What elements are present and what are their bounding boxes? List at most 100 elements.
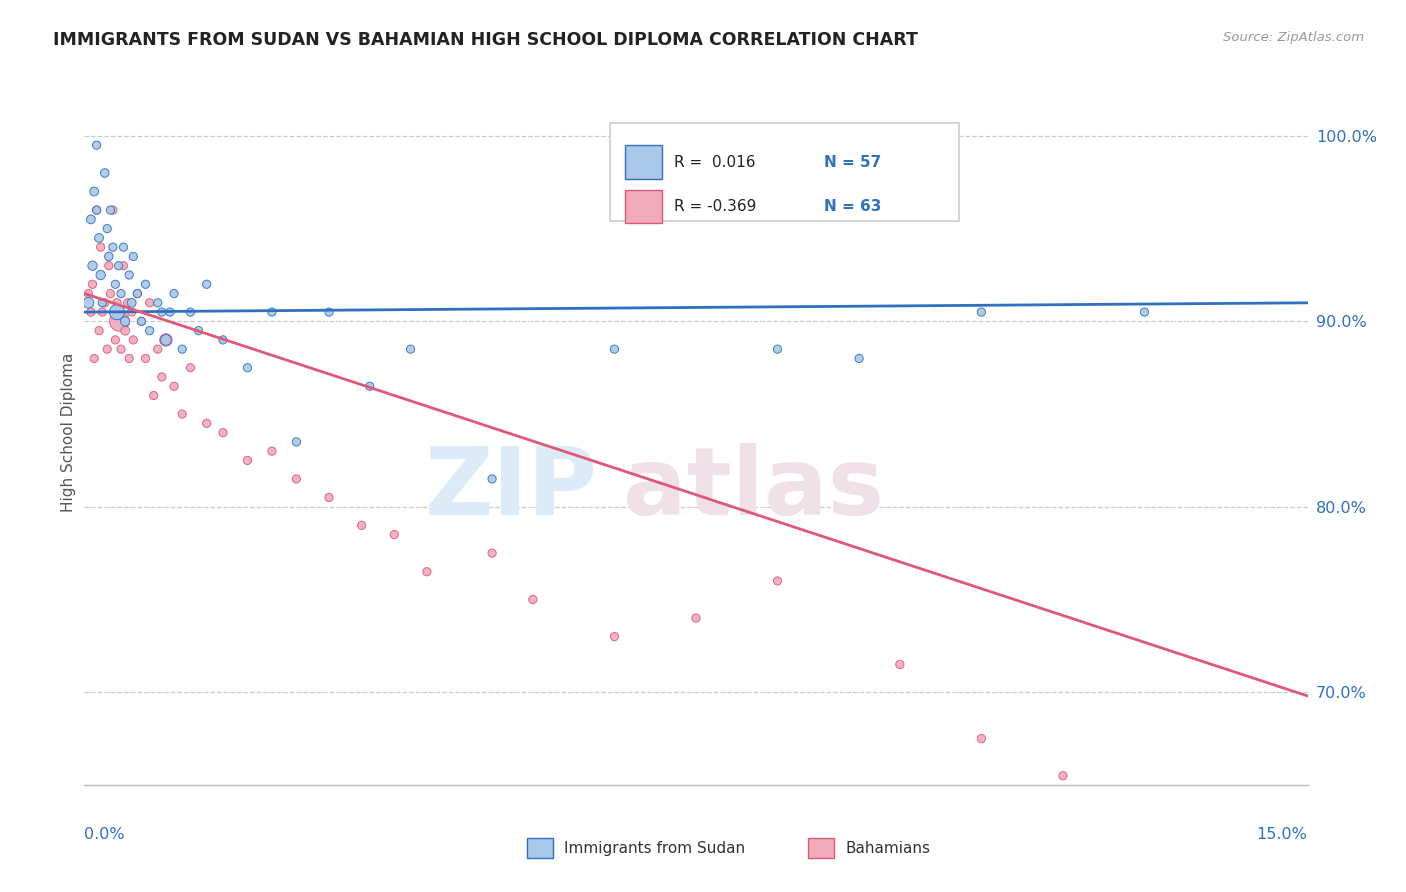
Point	[399, 342, 422, 356]
Point	[114, 324, 136, 338]
Point	[83, 351, 105, 366]
FancyBboxPatch shape	[626, 145, 662, 179]
Point	[114, 314, 136, 328]
Text: 0.0%: 0.0%	[84, 827, 125, 842]
Point	[163, 379, 186, 393]
Point	[96, 342, 118, 356]
Point	[80, 305, 103, 319]
Point	[122, 250, 145, 264]
Text: IMMIGRANTS FROM SUDAN VS BAHAMIAN HIGH SCHOOL DIPLOMA CORRELATION CHART: IMMIGRANTS FROM SUDAN VS BAHAMIAN HIGH S…	[53, 31, 918, 49]
Point	[100, 286, 122, 301]
Point	[848, 351, 870, 366]
Point	[101, 240, 124, 254]
Point	[86, 138, 108, 153]
Point	[138, 324, 160, 338]
Point	[212, 425, 235, 440]
Point	[97, 259, 120, 273]
Text: 15.0%: 15.0%	[1257, 827, 1308, 842]
Point	[131, 314, 153, 328]
Point	[77, 295, 100, 310]
Point	[93, 295, 115, 310]
Point	[97, 250, 120, 264]
Point	[142, 388, 165, 402]
Point	[107, 259, 129, 273]
Point	[260, 305, 283, 319]
FancyBboxPatch shape	[527, 838, 553, 858]
Point	[117, 295, 139, 310]
Point	[86, 203, 108, 218]
Text: Immigrants from Sudan: Immigrants from Sudan	[564, 841, 745, 855]
Point	[110, 286, 132, 301]
Point	[91, 295, 114, 310]
Point	[285, 434, 308, 449]
Point	[82, 259, 104, 273]
Text: ZIP: ZIP	[425, 443, 598, 535]
Point	[138, 295, 160, 310]
Text: atlas: atlas	[623, 443, 883, 535]
Point	[118, 351, 141, 366]
Point	[77, 286, 100, 301]
Point	[350, 518, 373, 533]
Point	[172, 342, 194, 356]
Point	[87, 231, 110, 245]
FancyBboxPatch shape	[808, 838, 834, 858]
Point	[87, 324, 110, 338]
Point	[603, 630, 626, 644]
Point	[195, 417, 218, 431]
Point	[105, 305, 128, 319]
Point	[110, 342, 132, 356]
Point	[118, 268, 141, 282]
Point	[416, 565, 439, 579]
FancyBboxPatch shape	[610, 122, 959, 221]
Point	[93, 166, 115, 180]
Point	[91, 305, 114, 319]
Point	[127, 286, 149, 301]
Point	[159, 305, 181, 319]
Point	[83, 185, 105, 199]
Point	[382, 527, 405, 541]
Point	[236, 453, 259, 467]
Point	[155, 333, 177, 347]
Point	[179, 360, 201, 375]
Text: Bahamians: Bahamians	[845, 841, 929, 855]
Text: N = 63: N = 63	[824, 199, 882, 214]
Point	[150, 370, 173, 384]
Text: R =  0.016: R = 0.016	[673, 154, 755, 169]
Point	[163, 286, 186, 301]
Point	[318, 491, 340, 505]
Point	[146, 342, 169, 356]
Point	[146, 295, 169, 310]
Point	[112, 240, 135, 254]
Point	[90, 268, 112, 282]
Point	[318, 305, 340, 319]
Point	[889, 657, 911, 672]
Point	[359, 379, 381, 393]
Point	[108, 314, 131, 328]
Point	[195, 277, 218, 292]
Point	[135, 351, 157, 366]
Point	[481, 472, 503, 486]
Point	[112, 259, 135, 273]
Point	[82, 277, 104, 292]
Text: N = 57: N = 57	[824, 154, 882, 169]
Point	[121, 305, 143, 319]
Point	[766, 342, 789, 356]
Point	[236, 360, 259, 375]
Point	[522, 592, 544, 607]
Point	[80, 212, 103, 227]
Point	[603, 342, 626, 356]
Text: R = -0.369: R = -0.369	[673, 199, 756, 214]
Point	[212, 333, 235, 347]
Point	[970, 305, 993, 319]
Point	[179, 305, 201, 319]
Point	[90, 240, 112, 254]
Point	[1052, 769, 1074, 783]
Point	[101, 203, 124, 218]
Point	[150, 305, 173, 319]
Point	[100, 203, 122, 218]
Point	[135, 277, 157, 292]
Point	[970, 731, 993, 746]
Point	[131, 314, 153, 328]
Point	[86, 203, 108, 218]
Point	[1133, 305, 1156, 319]
